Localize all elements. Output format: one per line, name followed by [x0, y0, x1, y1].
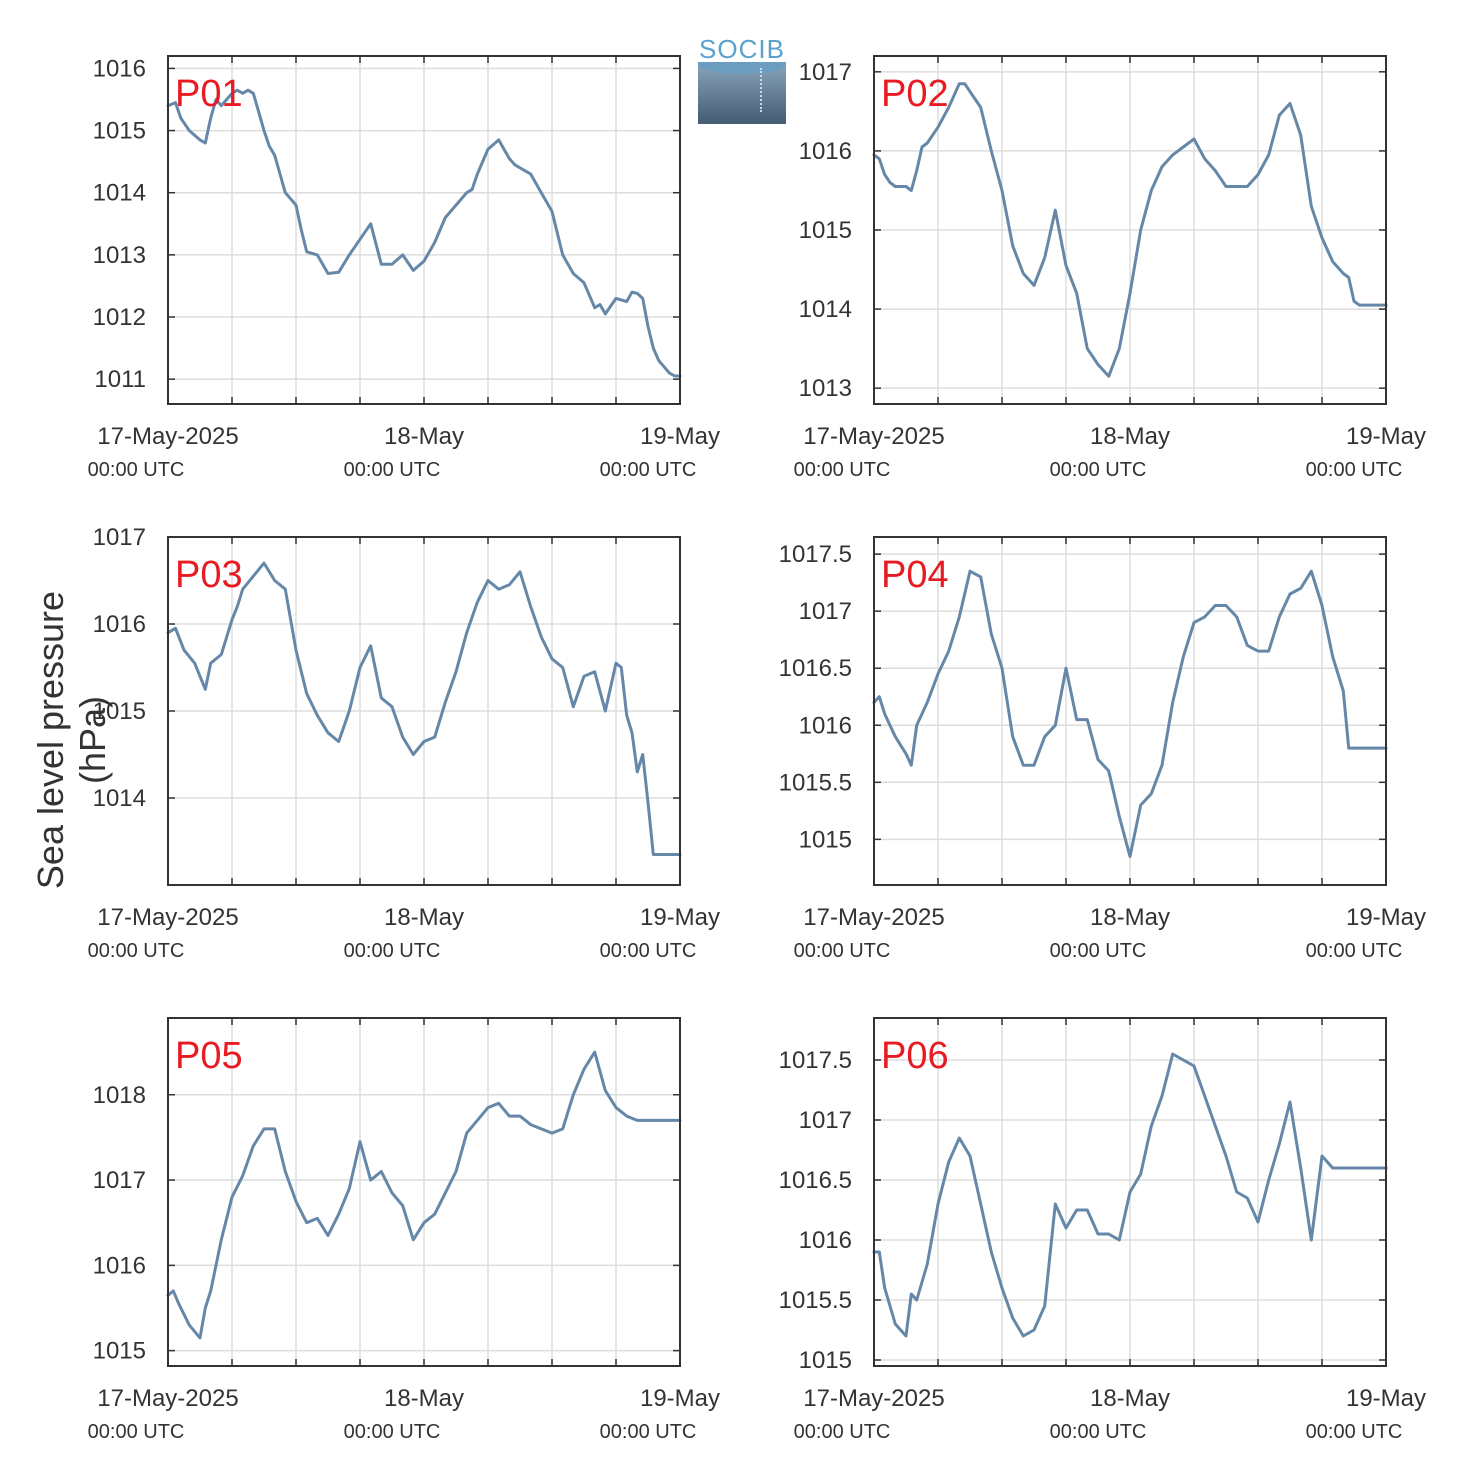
p05-xtick-sublabel: 00:00 UTC	[88, 1421, 185, 1443]
p04-frame	[873, 536, 1387, 886]
p06-frame	[873, 1017, 1387, 1367]
p02-series-line	[872, 82, 1388, 378]
p05-frame	[167, 1017, 681, 1367]
p04-xtick-sublabel: 00:00 UTC	[794, 940, 891, 962]
p02-title: P02	[881, 73, 949, 115]
p06-xtick-sublabel: 00:00 UTC	[794, 1421, 891, 1443]
p04-series-line	[872, 569, 1388, 858]
p01-xtick-label: 17-May-2025	[97, 423, 238, 450]
p03-title: P03	[175, 554, 243, 596]
p02-xtick-sublabel: 00:00 UTC	[1306, 459, 1403, 481]
p05-xtick-sublabel: 00:00 UTC	[344, 1421, 441, 1443]
p03-frame	[167, 536, 681, 886]
p04-xtick-sublabel: 00:00 UTC	[1306, 940, 1403, 962]
p05-xtick-label: 17-May-2025	[97, 1385, 238, 1412]
p04-ytick-label: 1017	[799, 598, 852, 625]
p01-title: P01	[175, 73, 243, 115]
p05-series-line	[166, 1050, 682, 1340]
p04-ytick-label: 1016	[799, 712, 852, 739]
p02-ytick-label: 1015	[799, 217, 852, 244]
p03-ytick-label: 1016	[93, 611, 146, 638]
p02-xtick-label: 19-May	[1346, 423, 1426, 450]
p06-title: P06	[881, 1035, 949, 1077]
p01-ytick-label: 1012	[93, 304, 146, 331]
p03-ytick-label: 1015	[93, 698, 146, 725]
y-axis-label: Sea level pressure (hPa)	[30, 590, 113, 890]
p04-title: P04	[881, 554, 949, 596]
p04-ytick-label: 1015.5	[779, 769, 852, 796]
p05-title: P05	[175, 1035, 243, 1077]
p03-xtick-label: 19-May	[640, 904, 720, 931]
p06-xtick-label: 18-May	[1090, 1385, 1170, 1412]
p01-ytick-label: 1013	[93, 242, 146, 269]
p01-xtick-sublabel: 00:00 UTC	[600, 459, 697, 481]
p02-ytick-label: 1013	[799, 375, 852, 402]
p03-ytick-label: 1017	[93, 524, 146, 551]
p04-xtick-label: 19-May	[1346, 904, 1426, 931]
p03-xtick-label: 17-May-2025	[97, 904, 238, 931]
p05-ytick-label: 1018	[93, 1082, 146, 1109]
p03-xtick-label: 18-May	[384, 904, 464, 931]
p05-ytick-label: 1016	[93, 1252, 146, 1279]
p06-xtick-sublabel: 00:00 UTC	[1306, 1421, 1403, 1443]
p02-ytick-label: 1014	[799, 296, 852, 323]
p01-ytick-label: 1016	[93, 55, 146, 82]
p03-xtick-sublabel: 00:00 UTC	[344, 940, 441, 962]
p02-ytick-label: 1017	[799, 59, 852, 86]
p03-series-line	[166, 561, 682, 856]
p06-ytick-label: 1017.5	[779, 1047, 852, 1074]
p03-xtick-sublabel: 00:00 UTC	[600, 940, 697, 962]
p01-series-line	[166, 88, 682, 378]
p01-ytick-label: 1014	[93, 180, 146, 207]
p01-xtick-sublabel: 00:00 UTC	[88, 459, 185, 481]
p01-frame	[167, 55, 681, 405]
socib-logo: SOCIB	[698, 34, 786, 124]
p04-xtick-label: 18-May	[1090, 904, 1170, 931]
p05-ytick-label: 1017	[93, 1167, 146, 1194]
p02-frame	[873, 55, 1387, 405]
p02-xtick-label: 17-May-2025	[803, 423, 944, 450]
logo-text: SOCIB	[699, 34, 785, 64]
p06-ytick-label: 1016.5	[779, 1167, 852, 1194]
p05-xtick-label: 19-May	[640, 1385, 720, 1412]
p05-xtick-label: 18-May	[384, 1385, 464, 1412]
p05-xtick-sublabel: 00:00 UTC	[600, 1421, 697, 1443]
p06-xtick-sublabel: 00:00 UTC	[1050, 1421, 1147, 1443]
p06-ytick-label: 1015.5	[779, 1287, 852, 1314]
p02-xtick-sublabel: 00:00 UTC	[794, 459, 891, 481]
p03-xtick-sublabel: 00:00 UTC	[88, 940, 185, 962]
p02-ytick-label: 1016	[799, 138, 852, 165]
p04-xtick-label: 17-May-2025	[803, 904, 944, 931]
p06-xtick-label: 19-May	[1346, 1385, 1426, 1412]
p03-ytick-label: 1014	[93, 785, 146, 812]
p06-ytick-label: 1016	[799, 1227, 852, 1254]
logo-graphic	[698, 62, 786, 124]
p04-ytick-label: 1017.5	[779, 541, 852, 568]
p06-xtick-label: 17-May-2025	[803, 1385, 944, 1412]
p05-ytick-label: 1015	[93, 1338, 146, 1365]
p06-series-line	[872, 1052, 1388, 1338]
p04-xtick-sublabel: 00:00 UTC	[1050, 940, 1147, 962]
p06-ytick-label: 1017	[799, 1107, 852, 1134]
p01-xtick-label: 19-May	[640, 423, 720, 450]
p01-ytick-label: 1011	[94, 366, 146, 393]
p02-xtick-sublabel: 00:00 UTC	[1050, 459, 1147, 481]
p06-ytick-label: 1015	[799, 1347, 852, 1374]
p02-xtick-label: 18-May	[1090, 423, 1170, 450]
p01-xtick-sublabel: 00:00 UTC	[344, 459, 441, 481]
p01-ytick-label: 1015	[93, 118, 146, 145]
p04-ytick-label: 1015	[799, 826, 852, 853]
p01-xtick-label: 18-May	[384, 423, 464, 450]
p04-ytick-label: 1016.5	[779, 655, 852, 682]
